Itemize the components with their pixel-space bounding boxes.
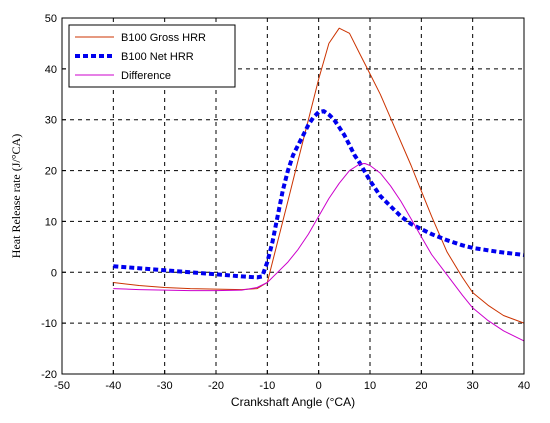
x-tick-label: -10 xyxy=(259,380,275,392)
legend-box xyxy=(68,24,236,88)
x-tick-label: -20 xyxy=(208,380,224,392)
legend-label-3: Difference xyxy=(121,70,171,82)
y-tick-label: 50 xyxy=(45,13,57,25)
x-tick-label: 40 xyxy=(518,380,530,392)
y-tick-label: -20 xyxy=(41,369,57,381)
ticks: -50 -40 -30 -20 -10 0 10 20 30 40 -20 -10 0 10 20 30 40 5… xyxy=(41,13,530,392)
series-line-1 xyxy=(113,27,525,324)
x-tick-label: -40 xyxy=(105,380,121,392)
x-tick-label: 0 xyxy=(316,380,322,392)
y-tick-label: 0 xyxy=(51,267,57,279)
y-tick-label: 30 xyxy=(45,115,57,127)
series-layer xyxy=(113,27,525,342)
y-axis-title: Heat Release rate (J/°CA) xyxy=(9,134,23,258)
x-tick-label: 30 xyxy=(467,380,479,392)
legend-label-1: B100 Gross HRR xyxy=(121,32,206,44)
plot-frame xyxy=(61,17,525,375)
series-line-2 xyxy=(113,109,525,280)
y-tick-label: 10 xyxy=(45,216,57,228)
x-tick-label: -50 xyxy=(54,380,70,392)
x-tick-label: 10 xyxy=(364,380,376,392)
x-tick-label: -30 xyxy=(157,380,173,392)
x-axis-title: Crankshaft Angle (°CA) xyxy=(231,395,355,409)
x-tick-label: 20 xyxy=(415,380,427,392)
legend: B100 Gross HRR B100 Net HRR Difference xyxy=(68,24,236,88)
legend-label-2: B100 Net HRR xyxy=(121,51,194,63)
y-tick-label: 40 xyxy=(45,64,57,76)
series-line-3 xyxy=(113,163,525,342)
y-tick-label: -10 xyxy=(41,318,57,330)
y-tick-label: 20 xyxy=(45,166,57,178)
